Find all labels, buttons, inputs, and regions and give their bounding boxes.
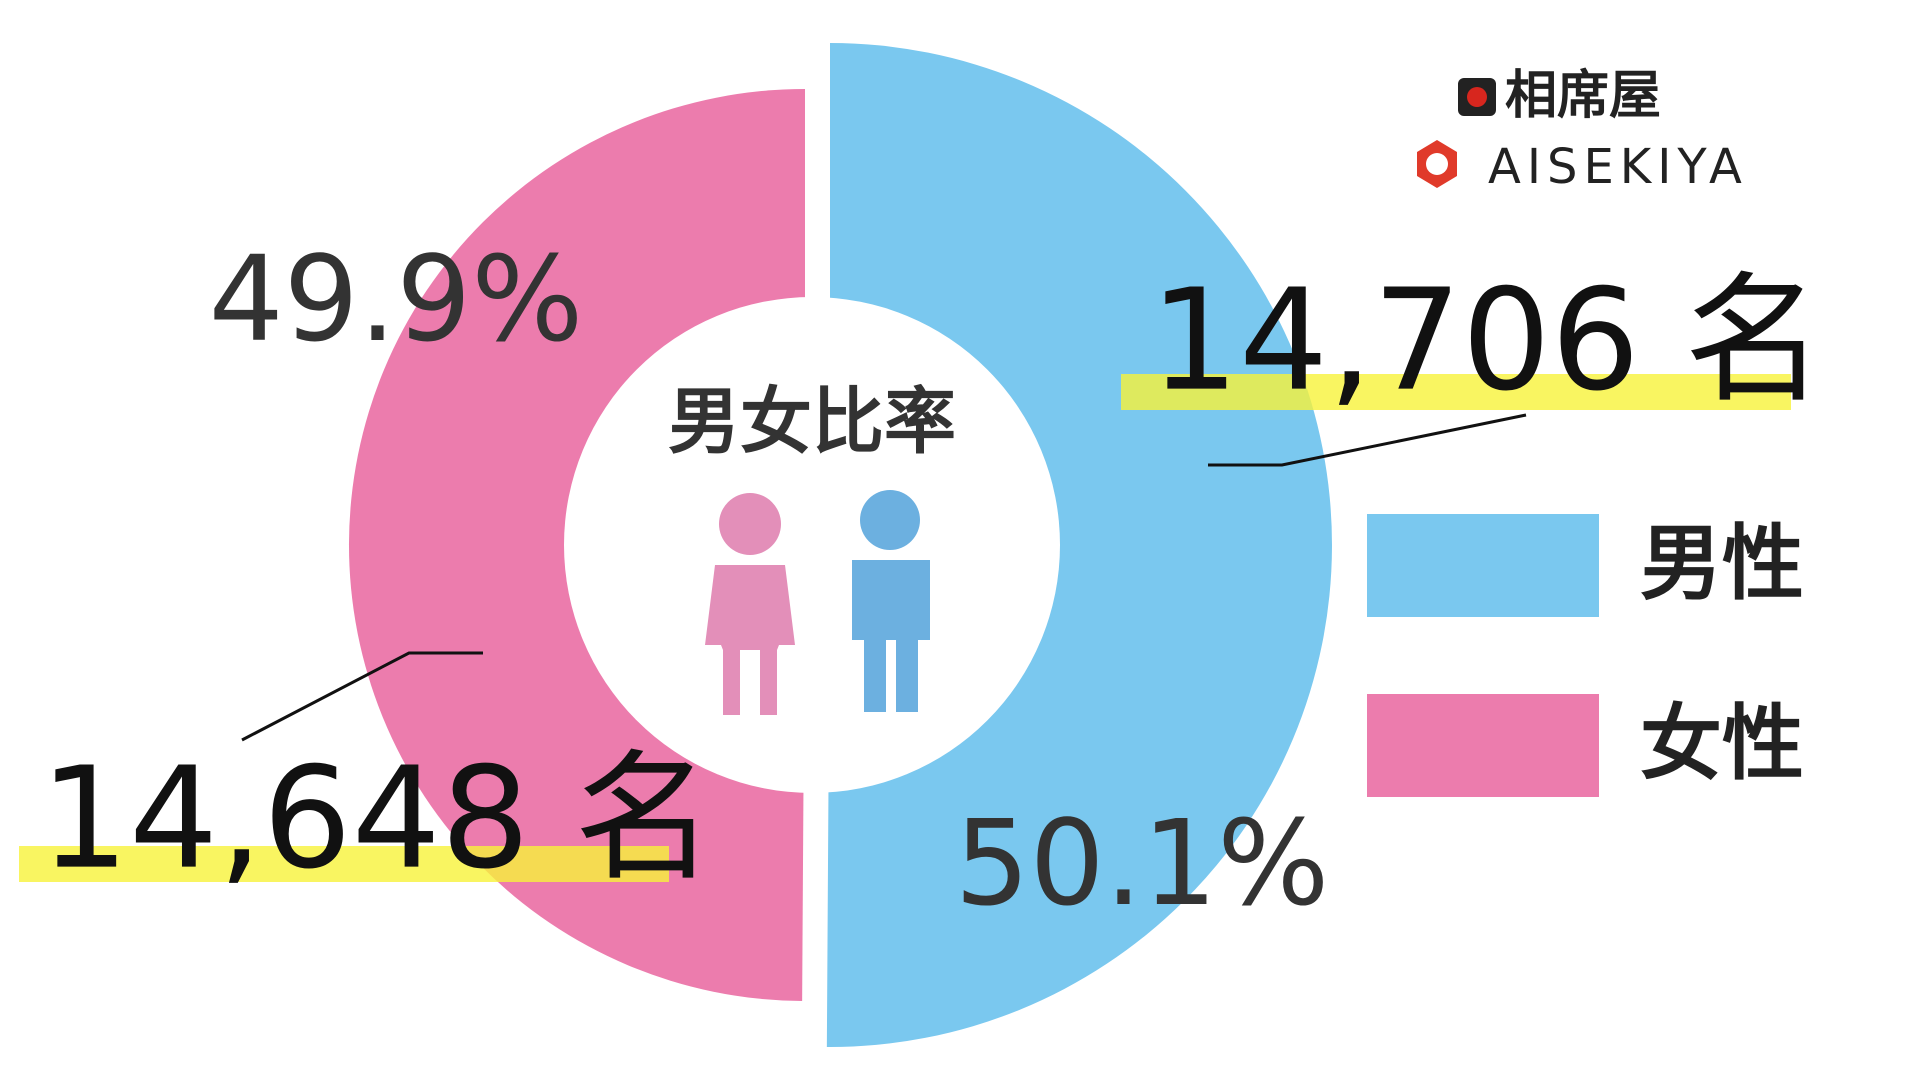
- logo-en: AISEKIYA: [1488, 139, 1748, 195]
- count-label: 14,706 名: [1150, 260, 1824, 423]
- female-icon: [705, 493, 795, 715]
- chart-title: 男女比率: [668, 380, 956, 464]
- donut-segment: [826, 43, 1332, 1047]
- legend-label: 女性: [1640, 696, 1804, 791]
- legend-label: 男性: [1640, 516, 1804, 611]
- leader-line: [1208, 413, 1527, 467]
- value-label: 50.1%: [955, 794, 1330, 932]
- leader-line: [241, 651, 483, 742]
- count-highlight: [19, 846, 669, 882]
- count-highlight: [1121, 374, 1791, 410]
- male-icon: [852, 490, 930, 712]
- legend-swatch: [1367, 514, 1599, 617]
- count-label: 14,648 名: [40, 738, 714, 901]
- donut-hole: [564, 297, 1060, 793]
- logo: 相席屋 AISEKIYA: [1417, 66, 1748, 195]
- logo-ja: 相席屋: [1505, 66, 1661, 126]
- legend-swatch: [1367, 694, 1599, 797]
- value-label: 49.9%: [209, 230, 584, 368]
